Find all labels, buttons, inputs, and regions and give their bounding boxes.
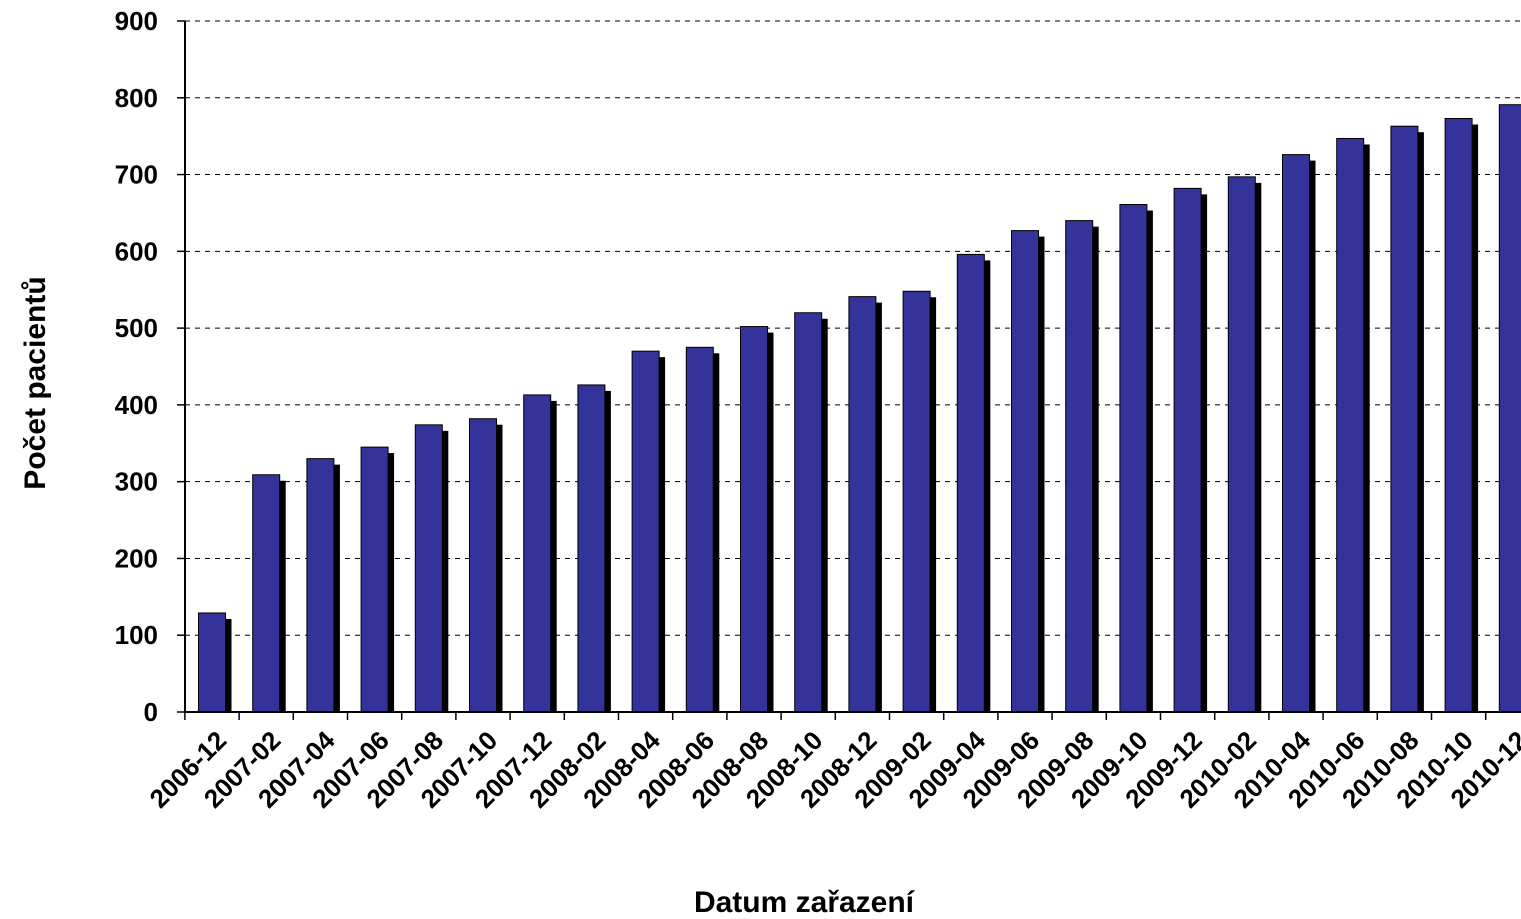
- bar: [1282, 154, 1310, 713]
- x-axis-title: Datum zařazení: [694, 886, 916, 919]
- y-axis-title: Počet pacientů: [19, 276, 52, 489]
- bar: [306, 458, 335, 713]
- bar: [360, 446, 389, 713]
- y-tick-label: 0: [144, 697, 158, 727]
- bar: [252, 474, 281, 713]
- bar: [1444, 118, 1473, 713]
- bar: [631, 350, 660, 713]
- y-tick-label: 900: [115, 6, 158, 36]
- y-tick-label: 800: [115, 83, 158, 113]
- y-tick-label: 100: [115, 620, 158, 650]
- bar: [1011, 230, 1039, 713]
- bar: [685, 346, 714, 713]
- bar: [469, 418, 497, 713]
- bar: [1390, 125, 1419, 713]
- bar: [1065, 220, 1094, 713]
- y-tick-label: 500: [115, 313, 158, 343]
- bar: [414, 424, 443, 713]
- axes: [184, 21, 1521, 713]
- y-axis-ticks: 0 100 200 300 400 500 600 700 800 900: [115, 6, 185, 727]
- bar: [1173, 187, 1202, 713]
- bar: [1336, 137, 1365, 713]
- bar: [902, 290, 931, 713]
- bar: [523, 394, 552, 713]
- y-tick-label: 600: [115, 236, 158, 266]
- y-tick-label: 300: [115, 467, 158, 497]
- bars: [198, 104, 1521, 713]
- bar: [956, 253, 985, 713]
- bar: [1227, 176, 1256, 713]
- y-tick-label: 200: [115, 543, 158, 573]
- y-tick-label: 700: [115, 160, 158, 190]
- x-axis-ticks: 2006-122007-022007-042007-062007-082007-…: [144, 712, 1521, 814]
- bar: [848, 296, 877, 713]
- y-tick-label: 400: [115, 390, 158, 420]
- bar: [198, 612, 226, 713]
- bar: [1119, 203, 1148, 713]
- bar: [794, 312, 823, 713]
- bar: [740, 326, 768, 713]
- bar: [1498, 104, 1521, 713]
- bar: [577, 384, 606, 713]
